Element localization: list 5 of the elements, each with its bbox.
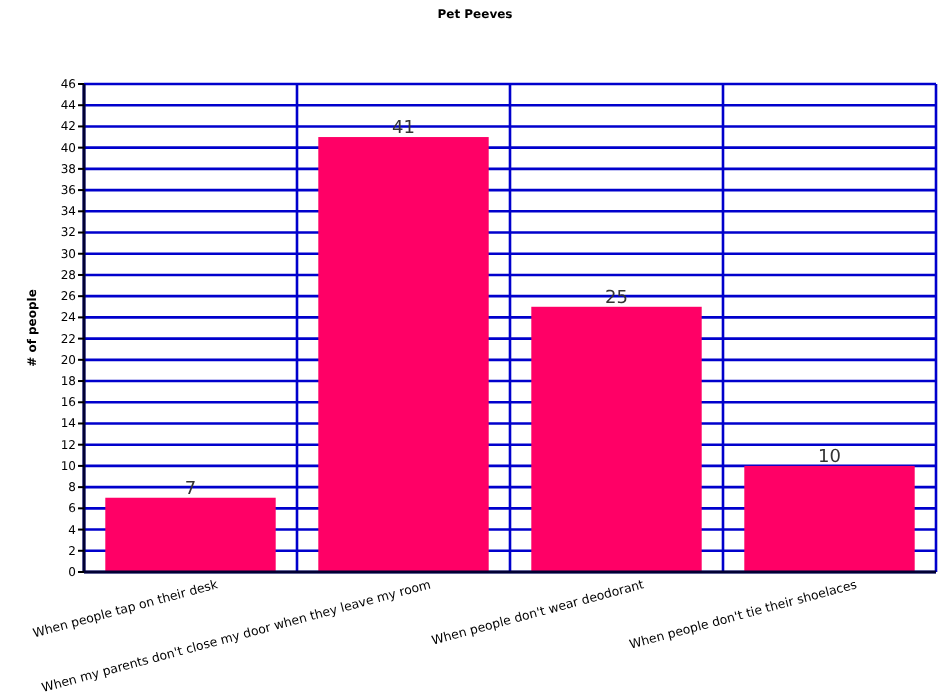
bar [744,465,915,572]
bar [318,137,489,572]
bar [105,497,276,572]
data-label: 10 [818,447,842,468]
bar [531,306,702,572]
